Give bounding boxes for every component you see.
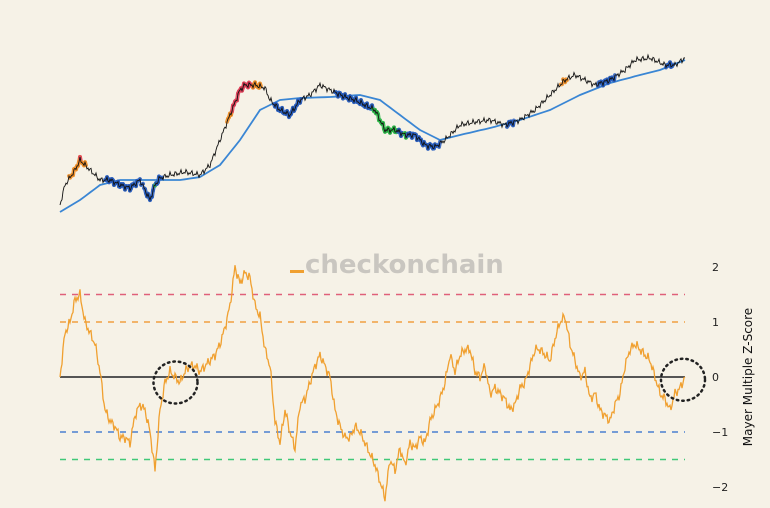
watermark-text: checkonchain (305, 250, 504, 280)
y-tick-label: 1 (712, 316, 719, 329)
annotation-circle (659, 357, 707, 402)
price-line (59, 53, 686, 206)
y-axis-label: Mayer Multiple Z-Score (741, 308, 755, 446)
annotation-circle (152, 360, 199, 405)
watermark: checkonchain (290, 250, 504, 280)
y-tick-label: −2 (712, 481, 728, 494)
y-tick-label: 0 (712, 371, 719, 384)
moving-average-line (59, 59, 686, 213)
watermark-underscore (290, 270, 304, 273)
y-tick-label: −1 (712, 426, 728, 439)
y-tick-label: 2 (712, 261, 719, 274)
price-panel (59, 53, 686, 213)
zscore-line (59, 265, 686, 502)
zscore-panel: 2 1 0 −1 −2 (59, 261, 728, 502)
